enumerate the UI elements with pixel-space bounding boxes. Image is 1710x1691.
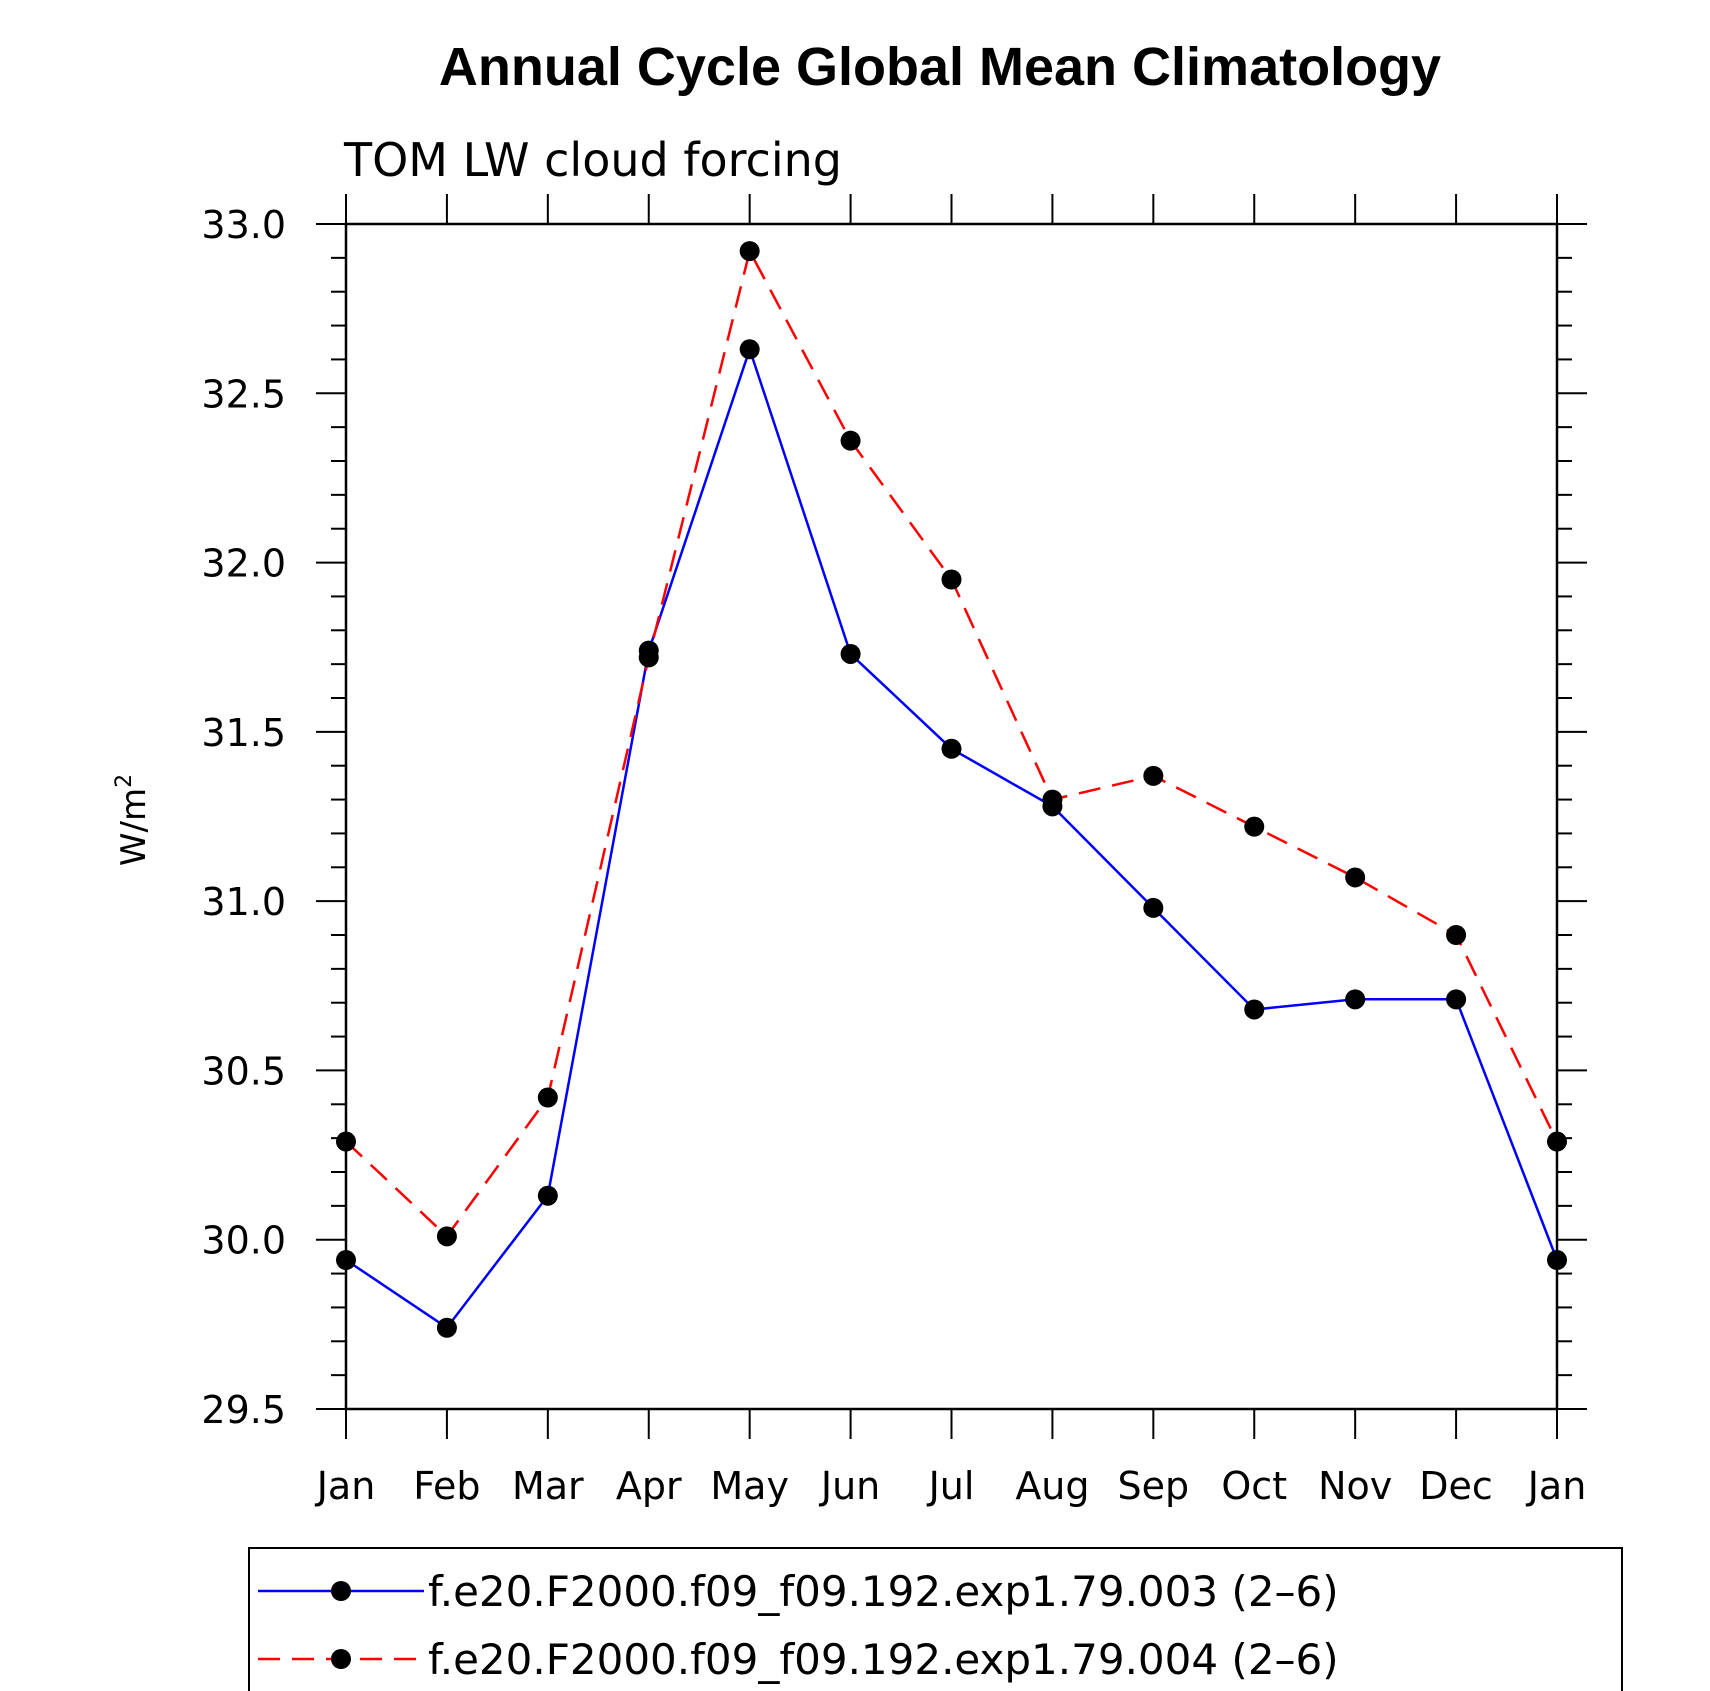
x-tick-label: Jun [819, 1464, 880, 1508]
series-1-point [1345, 989, 1366, 1010]
x-tick-label: Mar [512, 1464, 584, 1508]
legend-label-1: f.e20.F2000.f09_f09.192.exp1.79.003 (2–6… [428, 1567, 1339, 1616]
x-tick-label: Sep [1118, 1464, 1190, 1508]
series-2-point [1446, 925, 1467, 945]
chart-subtitle: TOM LW cloud forcing [343, 133, 842, 187]
series-1-point [1446, 989, 1467, 1010]
y-tick-label: 30.5 [201, 1049, 286, 1093]
y-tick-label: 30.0 [201, 1219, 286, 1263]
series-2-point [1143, 765, 1164, 786]
series-1-point [1143, 897, 1164, 918]
plot-axes: 29.5 30.0 30.5 31.0 31.5 32.0 32.5 33.0 Jan Feb Ma… [201, 194, 1587, 1508]
chart-title: Annual Cycle Global Mean Climatology [439, 37, 1441, 97]
series-1-point [1244, 999, 1265, 1020]
legend: f.e20.F2000.f09_f09.192.exp1.79.003 (2–6… [248, 1547, 1623, 1691]
legend-swatch-marker-2 [331, 1649, 351, 1669]
x-tick-label: Aug [1015, 1464, 1089, 1508]
series-2-point [638, 647, 659, 668]
y-axis-label-base: W/m [114, 788, 154, 866]
y-tick-label: 33.0 [201, 203, 286, 247]
x-tick-label: Jul [927, 1464, 975, 1508]
x-tick-label: Nov [1318, 1464, 1392, 1508]
series-1-point [739, 339, 760, 360]
series-1-point [840, 643, 861, 664]
series-2-point [1244, 816, 1265, 837]
series-1-point [537, 1185, 558, 1206]
y-tick-label: 32.0 [201, 542, 286, 586]
series-1-point [336, 1250, 356, 1271]
y-axis-label: W/m2 [112, 774, 154, 866]
series-line-1 [345, 345, 1559, 1330]
series-2-point [1042, 789, 1063, 810]
series-layer [336, 241, 1567, 1338]
legend-swatch-marker-1 [331, 1581, 351, 1601]
series-1-point [941, 738, 962, 759]
y-tick-label: 32.5 [201, 372, 286, 416]
series-2-point [1547, 1131, 1567, 1152]
x-tick-label: May [710, 1464, 789, 1508]
x-tick-label: Jan [315, 1464, 376, 1508]
series-2-point [840, 430, 861, 451]
x-tick-label: Dec [1419, 1464, 1493, 1508]
y-tick-label: 31.5 [201, 711, 286, 755]
legend-box [248, 1547, 1623, 1691]
x-tick-label: Oct [1221, 1464, 1287, 1508]
series-2-point [941, 569, 962, 590]
series-2-point [1345, 867, 1366, 888]
series-1-point [436, 1317, 457, 1338]
series-2-point [739, 241, 760, 262]
y-axis-label-superscript: 2 [112, 774, 137, 788]
series-2-point [336, 1131, 356, 1152]
y-tick-label: 29.5 [201, 1388, 286, 1432]
legend-label-2: f.e20.F2000.f09_f09.192.exp1.79.004 (2–6… [428, 1635, 1339, 1684]
x-tick-label: Feb [413, 1464, 480, 1508]
plot-frame [344, 222, 1559, 1411]
series-2-point [537, 1087, 558, 1108]
x-tick-label: Jan [1526, 1464, 1587, 1508]
x-tick-label: Apr [616, 1464, 682, 1508]
series-1-point [1547, 1250, 1567, 1271]
series-2-point [436, 1226, 457, 1247]
y-tick-label: 31.0 [201, 880, 286, 924]
